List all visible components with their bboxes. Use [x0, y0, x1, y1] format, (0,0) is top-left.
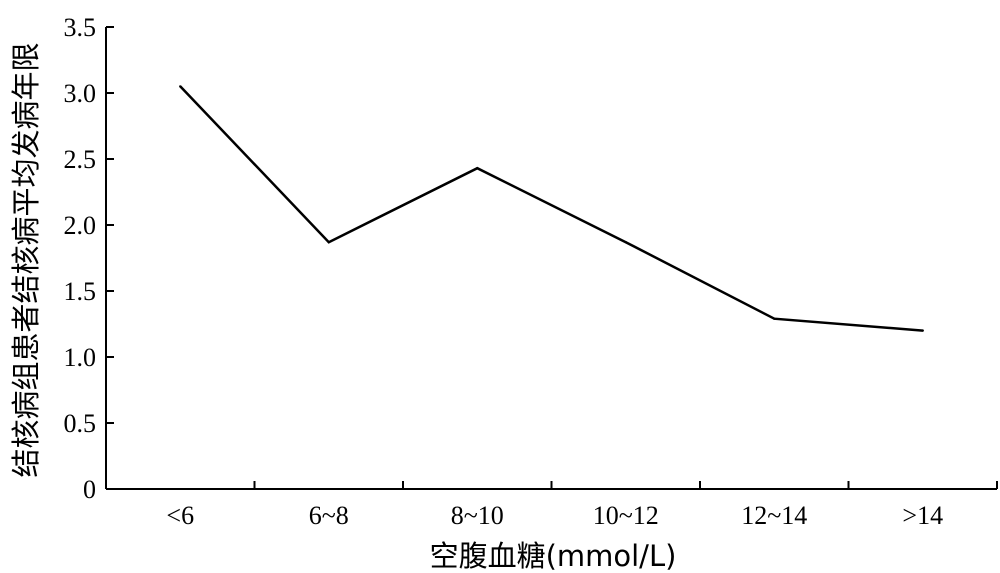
y-tick-label: 1.5 — [64, 277, 97, 306]
y-tick-label: 0 — [83, 475, 96, 504]
y-tick-label: 2.5 — [64, 145, 97, 174]
y-tick-label: 0.5 — [64, 409, 97, 438]
y-tick-label: 1.0 — [64, 343, 97, 372]
y-tick-label: 2.0 — [64, 211, 97, 240]
y-tick-label: 3.0 — [64, 79, 97, 108]
series-line-group — [179, 85, 924, 332]
data-point — [921, 329, 924, 332]
y-axis-title: 结核病组患者结核病平均发病年限 — [9, 42, 43, 477]
data-point — [773, 317, 776, 320]
data-point — [327, 240, 330, 244]
data-point — [476, 167, 479, 170]
data-point — [624, 240, 627, 244]
x-tick-label: >14 — [902, 501, 943, 530]
x-tick-label: 8~10 — [451, 501, 504, 530]
x-axis-ticks: <6 6~8 8~10 10~12 12~14 >14 — [166, 481, 998, 530]
x-tick-label: 6~8 — [309, 501, 349, 530]
x-tick-label: 12~14 — [741, 501, 807, 530]
data-point — [179, 85, 182, 88]
y-tick-label: 3.5 — [64, 13, 97, 42]
series-line — [179, 85, 923, 332]
y-axis-ticks: 0 0.5 1.0 1.5 2.0 2.5 3.0 3.5 — [64, 13, 114, 504]
x-tick-label: 10~12 — [593, 501, 659, 530]
x-axis-title: 空腹血糖(mmol/L) — [430, 539, 677, 573]
x-tick-label: <6 — [166, 501, 194, 530]
